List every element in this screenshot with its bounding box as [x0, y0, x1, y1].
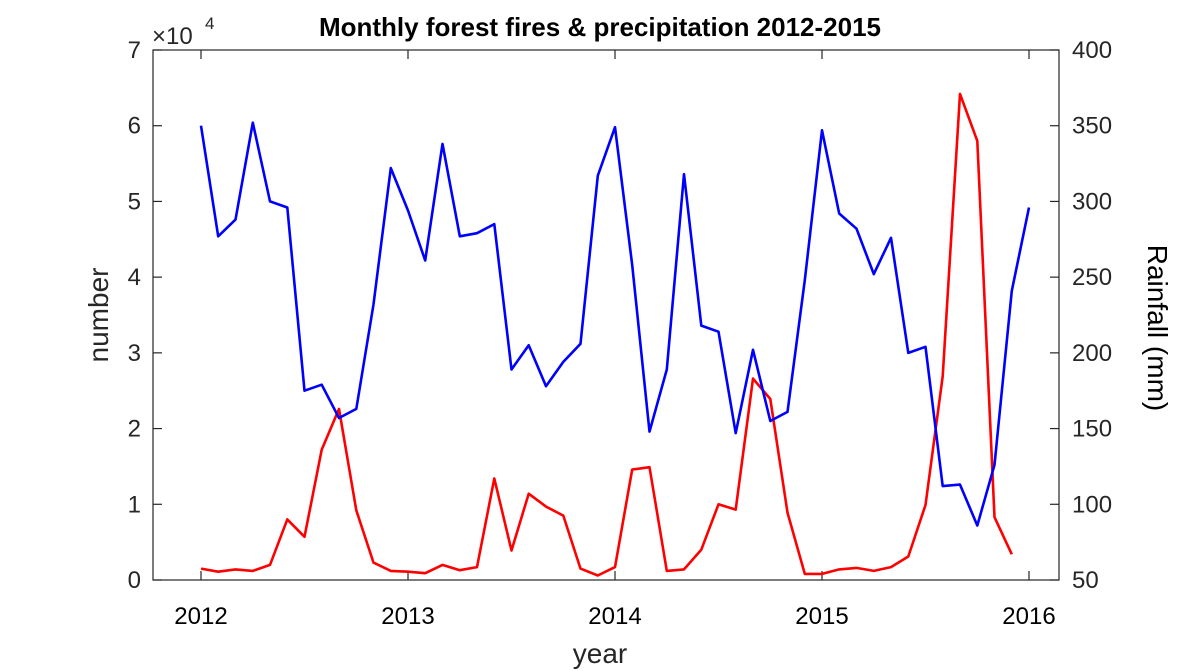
x-tick-label: 2014 — [588, 603, 641, 630]
y2-tick-label: 400 — [1072, 37, 1112, 64]
y-tick-label: 7 — [128, 37, 141, 64]
y-tick-label: 4 — [128, 264, 141, 291]
rainfall-series-line — [199, 121, 1031, 527]
series-layer — [199, 92, 1031, 577]
y2-tick-label: 150 — [1072, 416, 1112, 443]
y2-tick-label: 50 — [1072, 567, 1099, 594]
y-tick-label: 2 — [128, 416, 141, 443]
y2-tick-label: 100 — [1072, 491, 1112, 518]
y2-tick-label: 200 — [1072, 340, 1112, 367]
y-tick-label: 3 — [128, 340, 141, 367]
fires-series-line — [200, 92, 1013, 577]
plot-area — [152, 49, 1060, 581]
x-tick-label: 2015 — [795, 603, 848, 630]
x-tick-label: 2013 — [381, 603, 434, 630]
x-tick-label: 2012 — [174, 603, 227, 630]
y-axis-exponent: ×10 — [152, 23, 193, 50]
y-axis-label: number — [83, 268, 114, 363]
ticks-layer: 0 1 2 3 4 5 6 7 50 100 150 200 250 300 350 400 2012 2013 2… — [128, 37, 1112, 630]
y-tick-label: 5 — [128, 188, 141, 215]
chart-title: Monthly forest fires & precipitation 201… — [319, 12, 881, 42]
y2-tick-label: 350 — [1072, 113, 1112, 140]
y2-tick-label: 300 — [1072, 188, 1112, 215]
y-tick-label: 1 — [128, 491, 141, 518]
y-tick-label: 0 — [128, 567, 141, 594]
y2-axis-label: Rainfall (mm) — [1142, 245, 1173, 411]
x-axis-label: year — [573, 638, 627, 669]
y-tick-label: 6 — [128, 113, 141, 140]
y-axis-exponent-power: 4 — [205, 14, 214, 33]
y2-tick-label: 250 — [1072, 264, 1112, 291]
x-tick-label: 2016 — [1002, 603, 1055, 630]
